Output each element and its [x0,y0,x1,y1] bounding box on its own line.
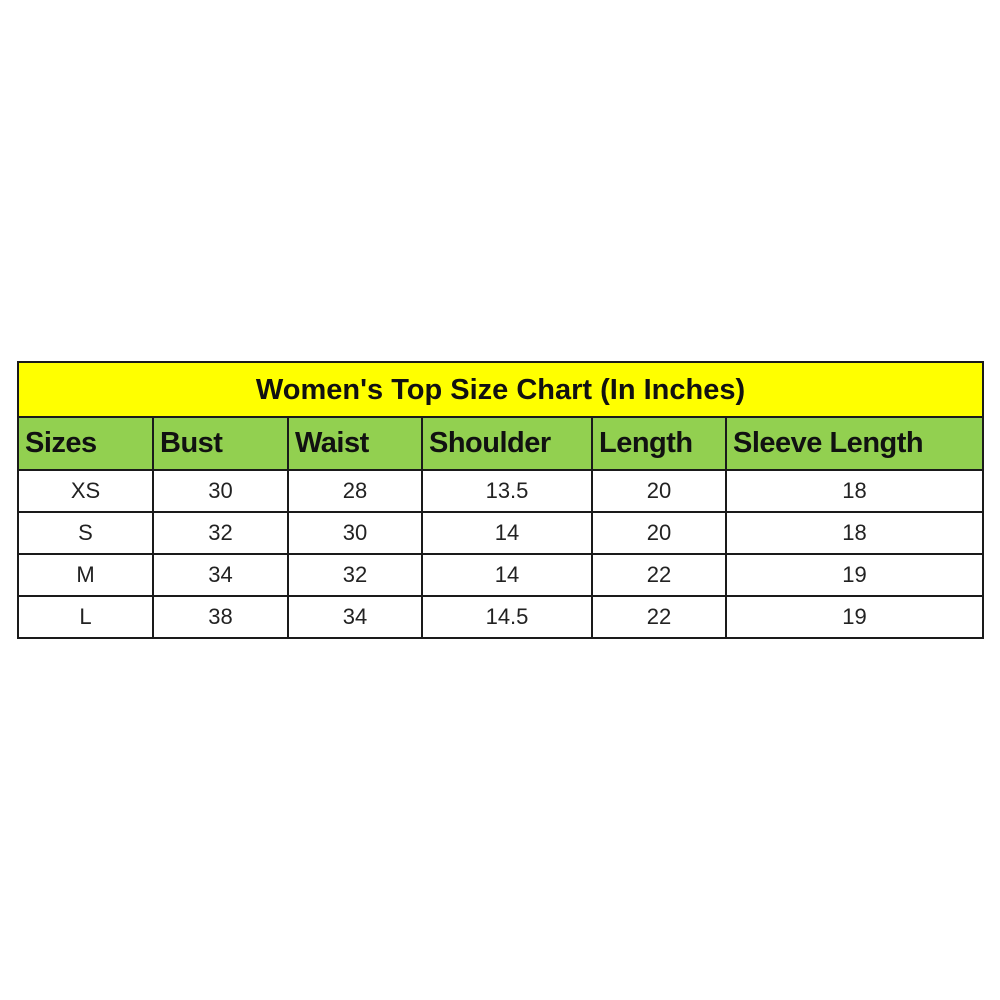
cell-length: 20 [591,469,727,513]
size-chart-table: Women's Top Size Chart (In Inches) Sizes… [16,361,985,639]
cell-length: 22 [591,595,727,639]
cell-shoulder: 13.5 [421,469,593,513]
cell-length: 22 [591,553,727,597]
cell-waist: 32 [287,553,423,597]
table-row: M 34 32 14 22 19 [17,553,985,597]
cell-shoulder: 14.5 [421,595,593,639]
cell-sleeve-length: 18 [724,511,985,555]
cell-size: XS [17,469,154,513]
header-length: Length [591,416,727,471]
cell-waist: 30 [287,511,423,555]
header-sizes: Sizes [17,416,154,471]
header-shoulder: Shoulder [421,416,593,471]
cell-sleeve-length: 19 [724,595,985,639]
cell-shoulder: 14 [421,511,593,555]
table-row: L 38 34 14.5 22 19 [17,595,985,639]
title-row: Women's Top Size Chart (In Inches) [16,361,985,418]
cell-sleeve-length: 19 [724,553,985,597]
cell-bust: 34 [152,553,289,597]
cell-bust: 30 [152,469,289,513]
cell-sleeve-length: 18 [724,469,985,513]
header-waist: Waist [287,416,423,471]
header-row: Sizes Bust Waist Shoulder Length Sleeve … [17,416,985,471]
cell-bust: 38 [152,595,289,639]
table-row: XS 30 28 13.5 20 18 [17,469,985,513]
cell-size: L [17,595,154,639]
cell-size: M [17,553,154,597]
cell-length: 20 [591,511,727,555]
cell-waist: 28 [287,469,423,513]
header-bust: Bust [152,416,289,471]
cell-bust: 32 [152,511,289,555]
header-sleeve-length: Sleeve Length [724,416,985,471]
cell-size: S [17,511,154,555]
table-row: S 32 30 14 20 18 [17,511,985,555]
cell-waist: 34 [287,595,423,639]
table-title: Women's Top Size Chart (In Inches) [16,361,985,418]
cell-shoulder: 14 [421,553,593,597]
